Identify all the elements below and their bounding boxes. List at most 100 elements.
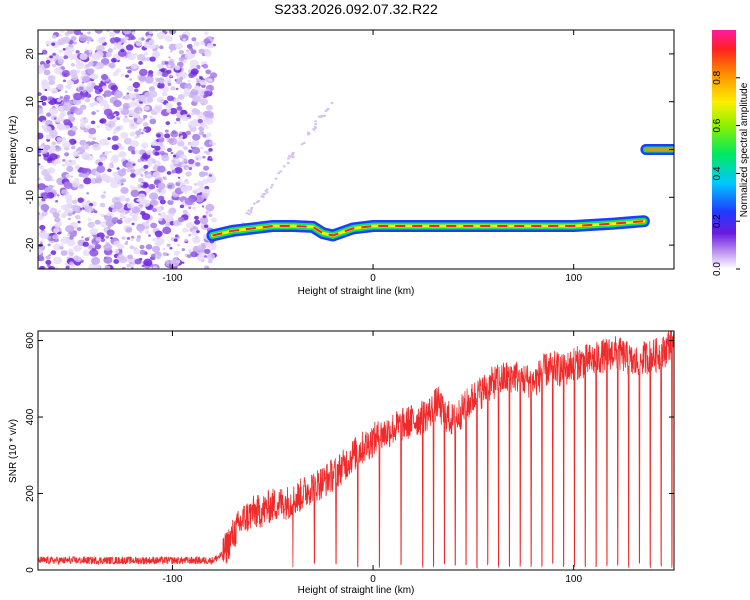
- noise-point: [170, 130, 179, 138]
- noise-point: [175, 87, 179, 91]
- noise-point: [74, 214, 81, 220]
- noise-point: [148, 183, 156, 190]
- noise-point: [131, 235, 135, 239]
- noise-point: [166, 261, 169, 264]
- noise-point: [40, 232, 49, 240]
- noise-point: [68, 160, 72, 163]
- noise-point: [138, 61, 143, 65]
- noise-point: [76, 150, 80, 154]
- noise-point: [166, 108, 172, 113]
- noise-point: [131, 124, 135, 127]
- spectrogram-y-tick-label: -20: [25, 237, 36, 252]
- noise-point: [177, 94, 185, 100]
- noise-point: [172, 220, 181, 227]
- noise-point: [116, 167, 120, 170]
- noise-point: [129, 245, 135, 250]
- noise-point: [162, 248, 166, 251]
- noise-point: [194, 215, 200, 220]
- noise-point: [45, 259, 52, 265]
- noise-point: [203, 165, 210, 171]
- noise-scatter: [38, 30, 334, 269]
- noise-point: [113, 118, 118, 123]
- noise-point: [200, 40, 205, 45]
- noise-point: [50, 250, 57, 256]
- noise-point: [121, 236, 126, 240]
- noise-point: [199, 216, 209, 225]
- noise-point: [52, 234, 59, 240]
- noise-point: [203, 38, 211, 44]
- noise-point: [182, 38, 186, 42]
- noise-point: [38, 107, 44, 115]
- noise-point: [139, 244, 145, 250]
- noise-point: [143, 114, 148, 119]
- noise-point: [137, 177, 144, 183]
- noise-point: [190, 49, 197, 55]
- noise-point: [131, 150, 136, 155]
- colorbar-gradient: [712, 30, 736, 269]
- noise-point: [181, 248, 186, 252]
- noise-point: [171, 169, 177, 174]
- noise-point: [156, 255, 161, 260]
- noise-point: [138, 197, 147, 205]
- noise-point: [80, 70, 86, 75]
- noise-point: [41, 49, 48, 55]
- noise-point: [127, 69, 132, 74]
- noise-point: [54, 158, 61, 165]
- noise-point: [91, 257, 101, 265]
- noise-point: [193, 85, 201, 91]
- noise-point: [140, 56, 147, 62]
- noise-point: [127, 145, 135, 152]
- noise-point: [51, 42, 56, 46]
- noise-point: [167, 199, 174, 205]
- noise-point: [129, 213, 133, 216]
- noise-point: [39, 265, 45, 269]
- noise-point: [98, 99, 108, 107]
- noise-point: [168, 137, 178, 146]
- noise-point: [196, 180, 205, 187]
- noise-point: [138, 110, 142, 113]
- noise-point: [173, 121, 177, 125]
- noise-point: [136, 235, 141, 239]
- noise-point: [40, 95, 48, 102]
- noise-point: [183, 165, 190, 171]
- noise-point: [196, 230, 200, 234]
- noise-point: [114, 175, 120, 180]
- noise-point: [159, 142, 164, 147]
- noise-point: [38, 132, 44, 140]
- noise-point: [82, 117, 87, 120]
- noise-point: [139, 167, 144, 172]
- noise-point: [141, 99, 146, 103]
- noise-point: [135, 130, 142, 136]
- noise-point: [125, 227, 133, 233]
- noise-point: [132, 113, 140, 119]
- noise-point: [108, 62, 116, 69]
- noise-point: [135, 237, 141, 242]
- noise-point: [105, 52, 112, 58]
- noise-point: [152, 81, 158, 86]
- noise-point: [265, 188, 269, 191]
- noise-point: [63, 55, 69, 60]
- noise-point: [320, 115, 323, 118]
- noise-point: [123, 137, 133, 145]
- noise-point: [119, 146, 125, 151]
- colorbar-tick-label: 0.6: [712, 118, 723, 132]
- noise-point: [190, 251, 198, 258]
- noise-point: [138, 68, 148, 77]
- noise-point: [122, 30, 132, 35]
- noise-point: [71, 125, 78, 132]
- noise-point: [249, 210, 253, 214]
- colorbar-label: Normalized spectral amplitude: [739, 82, 750, 217]
- noise-point: [38, 154, 42, 157]
- noise-point: [257, 199, 261, 203]
- noise-point: [171, 159, 176, 163]
- noise-point: [67, 30, 75, 35]
- noise-point: [56, 136, 62, 142]
- noise-point: [274, 177, 278, 180]
- noise-point: [104, 214, 112, 222]
- noise-point: [148, 234, 151, 237]
- snr-x-label: Height of straight line (km): [298, 585, 415, 596]
- noise-point: [63, 124, 71, 131]
- noise-point: [128, 110, 135, 117]
- noise-point: [67, 217, 71, 221]
- noise-point: [177, 216, 185, 223]
